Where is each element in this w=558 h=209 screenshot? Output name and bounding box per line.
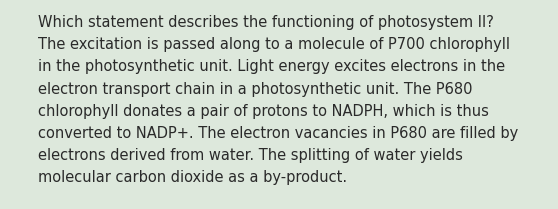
Text: electrons derived from water. The splitting of water yields: electrons derived from water. The splitt… bbox=[38, 148, 463, 163]
Text: The excitation is passed along to a molecule of P700 chlorophyll: The excitation is passed along to a mole… bbox=[38, 37, 510, 52]
Text: Which statement describes the functioning of photosystem II?: Which statement describes the functionin… bbox=[38, 15, 494, 30]
Text: converted to NADP+. The electron vacancies in P680 are filled by: converted to NADP+. The electron vacanci… bbox=[38, 126, 518, 141]
Text: chlorophyll donates a pair of protons to NADPH, which is thus: chlorophyll donates a pair of protons to… bbox=[38, 104, 489, 119]
Text: molecular carbon dioxide as a by-product.: molecular carbon dioxide as a by-product… bbox=[38, 170, 347, 185]
Text: electron transport chain in a photosynthetic unit. The P680: electron transport chain in a photosynth… bbox=[38, 82, 473, 97]
Text: in the photosynthetic unit. Light energy excites electrons in the: in the photosynthetic unit. Light energy… bbox=[38, 59, 505, 74]
